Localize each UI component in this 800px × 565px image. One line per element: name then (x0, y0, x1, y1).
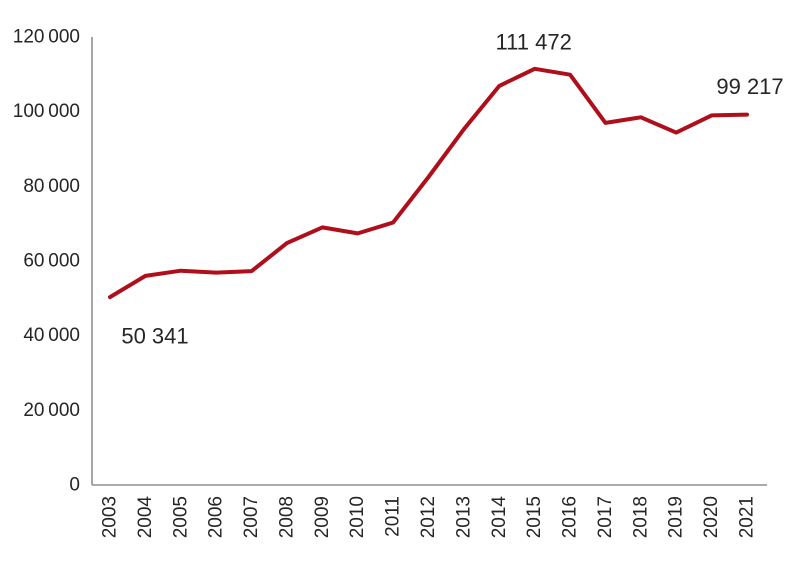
x-axis-tick-labels: 2003 2004 2005 2006 2007 2008 2009 2010 2011 2012… (100, 496, 758, 539)
x-tick-label: 2007 (241, 496, 262, 538)
x-tick-label: 2012 (418, 496, 439, 538)
x-tick-label: 2010 (347, 496, 368, 538)
data-series-line (108, 66, 749, 300)
x-tick-label: 2005 (170, 496, 191, 538)
x-tick-label: 2008 (276, 496, 297, 538)
y-axis-tick-labels: 0 20 000 40 000 60 000 80 000 100 000 120 000 (13, 27, 80, 496)
x-tick-label: 2021 (737, 496, 758, 538)
y-tick-label: 80 000 (23, 176, 80, 197)
y-tick-label: 60 000 (23, 251, 80, 272)
data-label-annotations: 50 341 111 472 99 217 (121, 29, 783, 348)
y-tick-label: 40 000 (23, 325, 80, 346)
data-label: 99 217 (716, 74, 783, 99)
x-tick-label: 2009 (312, 496, 333, 538)
x-tick-label: 2019 (666, 496, 687, 538)
x-tick-label: 2018 (630, 496, 651, 538)
x-tick-label: 2004 (135, 496, 156, 539)
x-tick-label: 2013 (453, 496, 474, 538)
x-tick-label: 2017 (595, 496, 616, 538)
y-tick-label: 0 (69, 475, 80, 496)
x-tick-label: 2011 (383, 496, 404, 537)
x-tick-label: 2015 (524, 496, 545, 538)
x-tick-label: 2020 (701, 496, 722, 538)
x-tick-label: 2006 (206, 496, 227, 538)
x-tick-label: 2016 (560, 496, 581, 538)
x-tick-label: 2014 (489, 496, 510, 539)
data-label: 50 341 (121, 324, 188, 349)
y-tick-label: 20 000 (23, 400, 80, 421)
y-tick-label: 100 000 (13, 101, 80, 122)
data-label: 111 472 (496, 29, 572, 54)
y-tick-label: 120 000 (13, 27, 80, 48)
x-tick-label: 2003 (100, 496, 121, 538)
